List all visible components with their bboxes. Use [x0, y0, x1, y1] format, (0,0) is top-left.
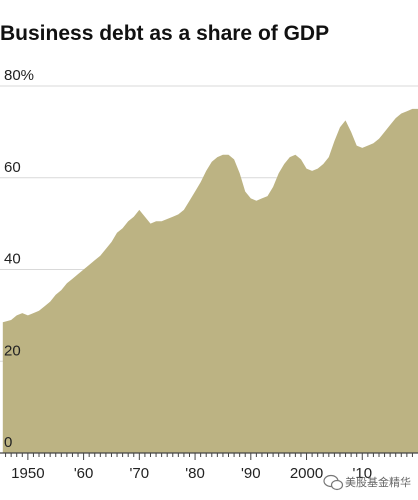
- y-tick-label: 60: [4, 159, 21, 176]
- x-tick-label: 1950: [11, 465, 44, 482]
- watermark-text: 美股基金精华: [345, 475, 411, 489]
- x-tick-label: '10: [352, 465, 372, 482]
- y-tick-label: 80%: [4, 67, 34, 84]
- y-axis-tick-labels: 0 20 40 60 80%: [4, 67, 34, 451]
- wechat-icon: [323, 474, 344, 491]
- x-tick-label: '80: [185, 465, 205, 482]
- watermark: 美股基金精华: [323, 474, 411, 491]
- x-tick-label: '90: [241, 465, 261, 482]
- y-tick-label: 40: [4, 251, 21, 268]
- y-tick-label: 0: [4, 434, 12, 451]
- x-tick-label: '60: [74, 465, 94, 482]
- x-tick-label: '70: [130, 465, 150, 482]
- x-axis-tick-labels: 1950 '60 '70 '80 '90 2000 '10: [11, 465, 372, 482]
- chart-title: Business debt as a share of GDP: [0, 22, 329, 45]
- x-axis: [0, 452, 418, 460]
- x-tick-label: 2000: [290, 465, 323, 482]
- area-series: [2, 108, 418, 453]
- y-tick-label: 20: [4, 342, 21, 359]
